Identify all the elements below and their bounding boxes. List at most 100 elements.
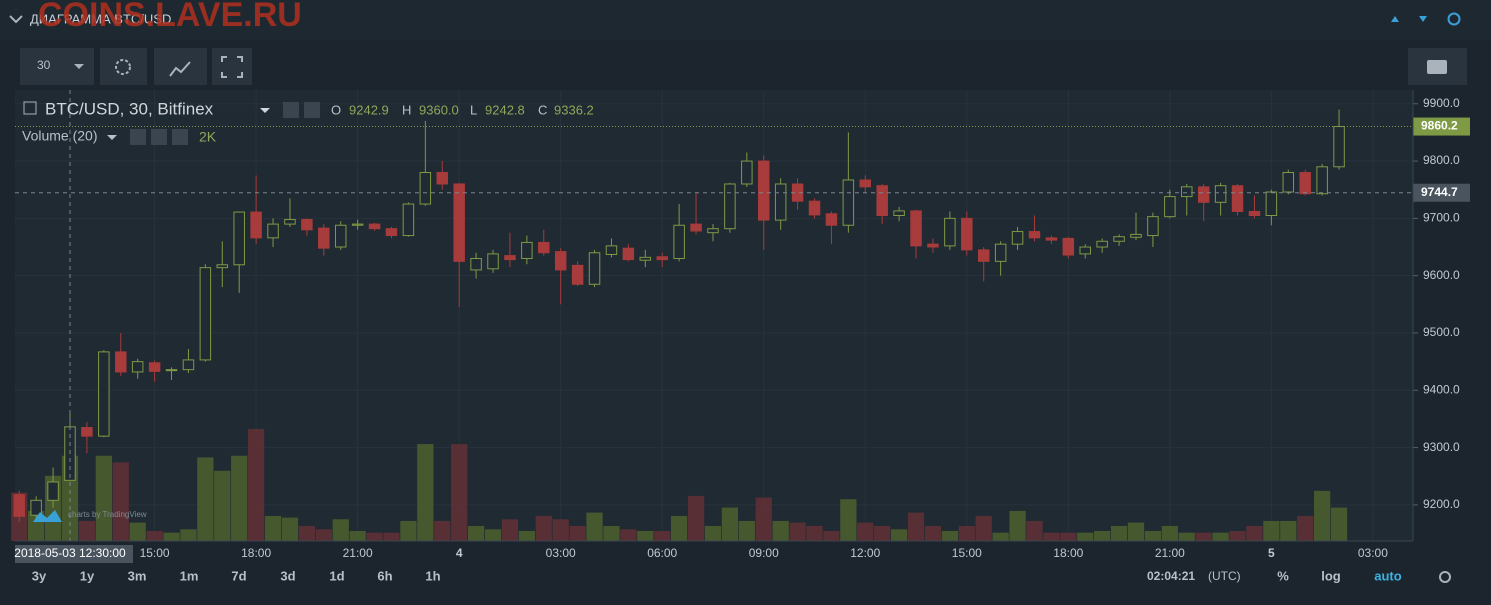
volume-bar — [806, 525, 823, 541]
x-tick-label: 21:00 — [343, 546, 373, 560]
collapse-icon[interactable] — [9, 15, 23, 24]
percent-toggle[interactable]: % — [1277, 568, 1289, 583]
x-tick-label: 03:00 — [1358, 546, 1388, 560]
range-button[interactable]: 1h — [425, 568, 440, 583]
volume-bar — [451, 444, 468, 541]
interval-button[interactable] — [20, 48, 94, 85]
volume-bar — [1330, 507, 1348, 541]
candle-body — [1079, 246, 1091, 255]
log-toggle[interactable]: log — [1321, 568, 1341, 583]
volume-bar — [586, 512, 603, 541]
footer-settings[interactable] — [1439, 571, 1451, 583]
candle-body — [453, 183, 465, 262]
volume-bar — [535, 515, 552, 541]
eye-icon[interactable] — [130, 129, 146, 145]
x-tick-label: 15:00 — [952, 546, 982, 560]
volume-bar — [332, 519, 349, 541]
candle-body — [639, 256, 652, 261]
volume-bar — [992, 532, 1009, 541]
up-icon[interactable] — [1391, 16, 1399, 22]
close-icon[interactable] — [172, 129, 188, 145]
volume-bar — [738, 520, 755, 541]
volume-bar — [1280, 520, 1297, 541]
gear-icon[interactable] — [304, 102, 320, 118]
range-button[interactable]: 3d — [280, 568, 295, 583]
range-button[interactable]: 1y — [80, 568, 95, 583]
candle-body — [1011, 231, 1024, 245]
fullscreen-button[interactable] — [212, 48, 252, 85]
candle-body — [182, 359, 195, 371]
tradingview-logo[interactable] — [33, 510, 62, 522]
title-caret[interactable] — [260, 108, 270, 113]
volume-bar — [248, 429, 265, 541]
down-icon[interactable] — [1419, 16, 1427, 22]
volume-bar — [163, 532, 180, 541]
volume-bar — [112, 462, 129, 541]
volume-caret[interactable] — [107, 135, 117, 140]
candle-body — [1333, 126, 1345, 168]
volume-bar — [1297, 515, 1314, 541]
header-title: ДИАГРАММА BTC/USD — [30, 11, 171, 26]
volume-bar — [78, 520, 96, 541]
volume-bar — [755, 497, 772, 541]
settings-icon — [115, 59, 131, 75]
candle-body — [1028, 231, 1041, 239]
volume-bar — [467, 525, 485, 541]
volume-bar — [874, 525, 891, 541]
volume-bar — [1314, 490, 1331, 541]
candle-body — [538, 241, 550, 254]
ohlc-value: 9360.0 — [419, 102, 459, 117]
y-tick-label: 9700.0 — [1423, 211, 1460, 225]
candle-body — [81, 427, 93, 437]
candle-body — [825, 213, 838, 226]
volume-bar — [890, 529, 908, 541]
volume-bar — [857, 522, 874, 541]
indicators-button[interactable] — [154, 48, 207, 85]
settings-button[interactable] — [100, 48, 147, 85]
x-tick-label: 03:00 — [546, 546, 576, 560]
volume-bar — [1178, 532, 1195, 541]
candle-body — [521, 241, 533, 259]
volume-bar — [1026, 520, 1043, 541]
x-tick-label: 18:00 — [1053, 546, 1083, 560]
range-button[interactable]: 7d — [231, 568, 246, 583]
candle-body — [1147, 216, 1159, 237]
volume-bar — [772, 520, 789, 541]
volume-bar — [484, 529, 502, 541]
eye-icon[interactable] — [283, 102, 299, 118]
range-button[interactable]: 6h — [377, 568, 392, 583]
volume-bar — [1263, 520, 1280, 541]
range-button[interactable]: 1m — [180, 568, 199, 583]
candle-body — [842, 179, 855, 226]
y-tick-label: 9800.0 — [1423, 153, 1460, 167]
x-tick-label: 09:00 — [749, 546, 779, 560]
candle-body — [724, 183, 736, 230]
gear-icon[interactable] — [151, 129, 167, 145]
candle-body — [1214, 185, 1227, 203]
volume-bar — [434, 520, 451, 541]
legend-collapse[interactable] — [23, 101, 37, 115]
volume-bar — [1060, 532, 1077, 541]
candle-body — [876, 185, 888, 217]
candle-body — [334, 224, 347, 248]
candle-body — [1265, 191, 1278, 217]
candle-body — [622, 247, 635, 261]
range-button[interactable]: 3y — [32, 568, 47, 583]
candle-body — [994, 243, 1007, 262]
candle-body — [977, 249, 990, 262]
candle-body — [115, 351, 127, 373]
range-button[interactable]: 3m — [128, 568, 147, 583]
candle-body — [470, 257, 482, 271]
candle-body — [504, 255, 516, 261]
range-button[interactable]: 1d — [329, 568, 344, 583]
auto-toggle[interactable]: auto — [1374, 568, 1402, 583]
interval-caret — [74, 64, 84, 69]
ohlc-value: 9242.9 — [349, 102, 389, 117]
volume-bar — [620, 529, 637, 541]
candle-body — [199, 267, 212, 361]
refresh-icon[interactable] — [1447, 12, 1461, 26]
candle-body — [1316, 166, 1328, 195]
x-tick-label: 21:00 — [1155, 546, 1185, 560]
volume-bar — [1161, 525, 1178, 541]
x-tick-label: 18:00 — [241, 546, 271, 560]
